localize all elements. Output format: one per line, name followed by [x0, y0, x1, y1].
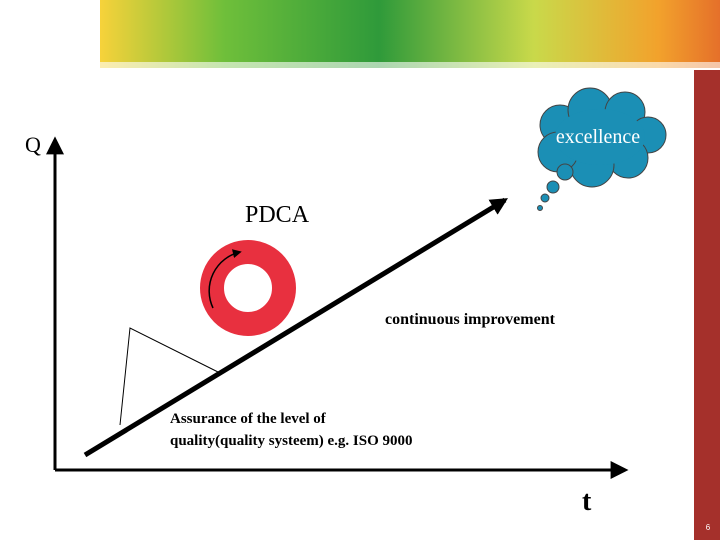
- banner-edge: [96, 62, 720, 70]
- cycle-arrow: [208, 249, 242, 309]
- slope-label: continuous improvement: [385, 311, 556, 328]
- page-number: 6: [706, 523, 711, 532]
- wedge-label-line: Assurance of the level of: [170, 411, 327, 427]
- pdca-label: PDCA: [245, 202, 310, 228]
- x-axis-label: t: [582, 486, 592, 517]
- wedge-label-line: quality(quality systeem) e.g. ISO 9000: [170, 433, 413, 449]
- cloud: [537, 87, 667, 211]
- pdca-ring: [200, 240, 296, 336]
- improvement-arrow: [83, 197, 508, 458]
- y-axis-label: Q: [25, 132, 41, 157]
- side-bar: [694, 70, 720, 540]
- wedge: [119, 327, 219, 426]
- banner: [100, 0, 720, 68]
- cloud-label: excellence: [556, 126, 640, 148]
